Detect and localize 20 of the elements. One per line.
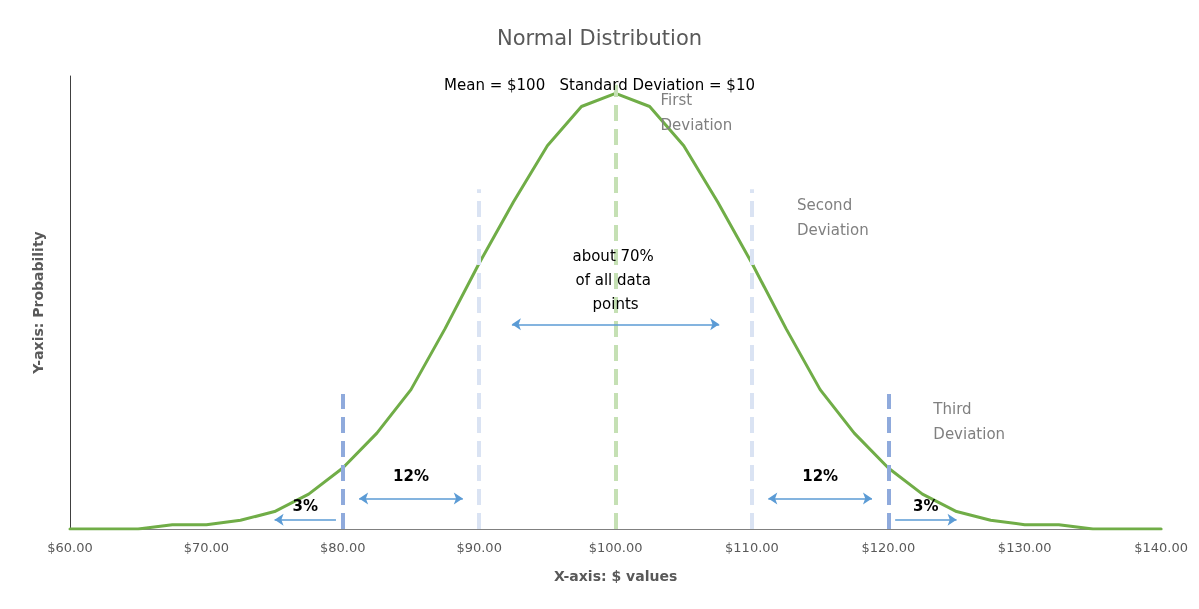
- y-axis-title: Y-axis: Probability: [30, 231, 46, 375]
- chart-title: Normal Distribution: [496, 25, 703, 50]
- x-tick-label: $140.00: [1134, 540, 1188, 555]
- x-tick-label: $80.00: [320, 540, 366, 555]
- x-tick-label: $100.00: [588, 540, 643, 555]
- x-tick-label: $110.00: [725, 540, 779, 555]
- x-tick-label: $90.00: [456, 540, 502, 555]
- ref-line-label: Third Deviation: [932, 400, 1006, 444]
- annotation: 3%: [292, 497, 319, 516]
- annotation: 3%: [913, 497, 939, 516]
- ref-line-label: Second Deviation: [796, 195, 869, 239]
- x-axis-title: X-axis: $ values: [553, 568, 678, 584]
- annotation: 12%: [393, 467, 429, 486]
- annotation: 12%: [802, 467, 839, 486]
- x-tick-label: $60.00: [47, 540, 93, 555]
- x-tick-label: $130.00: [997, 540, 1052, 555]
- annotation: about 70% of all data points: [572, 247, 659, 314]
- x-tick-label: $120.00: [861, 540, 916, 555]
- x-tick-label: $70.00: [183, 540, 230, 555]
- chart-subtitle: Mean = $100 Standard Deviation = $10: [444, 75, 755, 94]
